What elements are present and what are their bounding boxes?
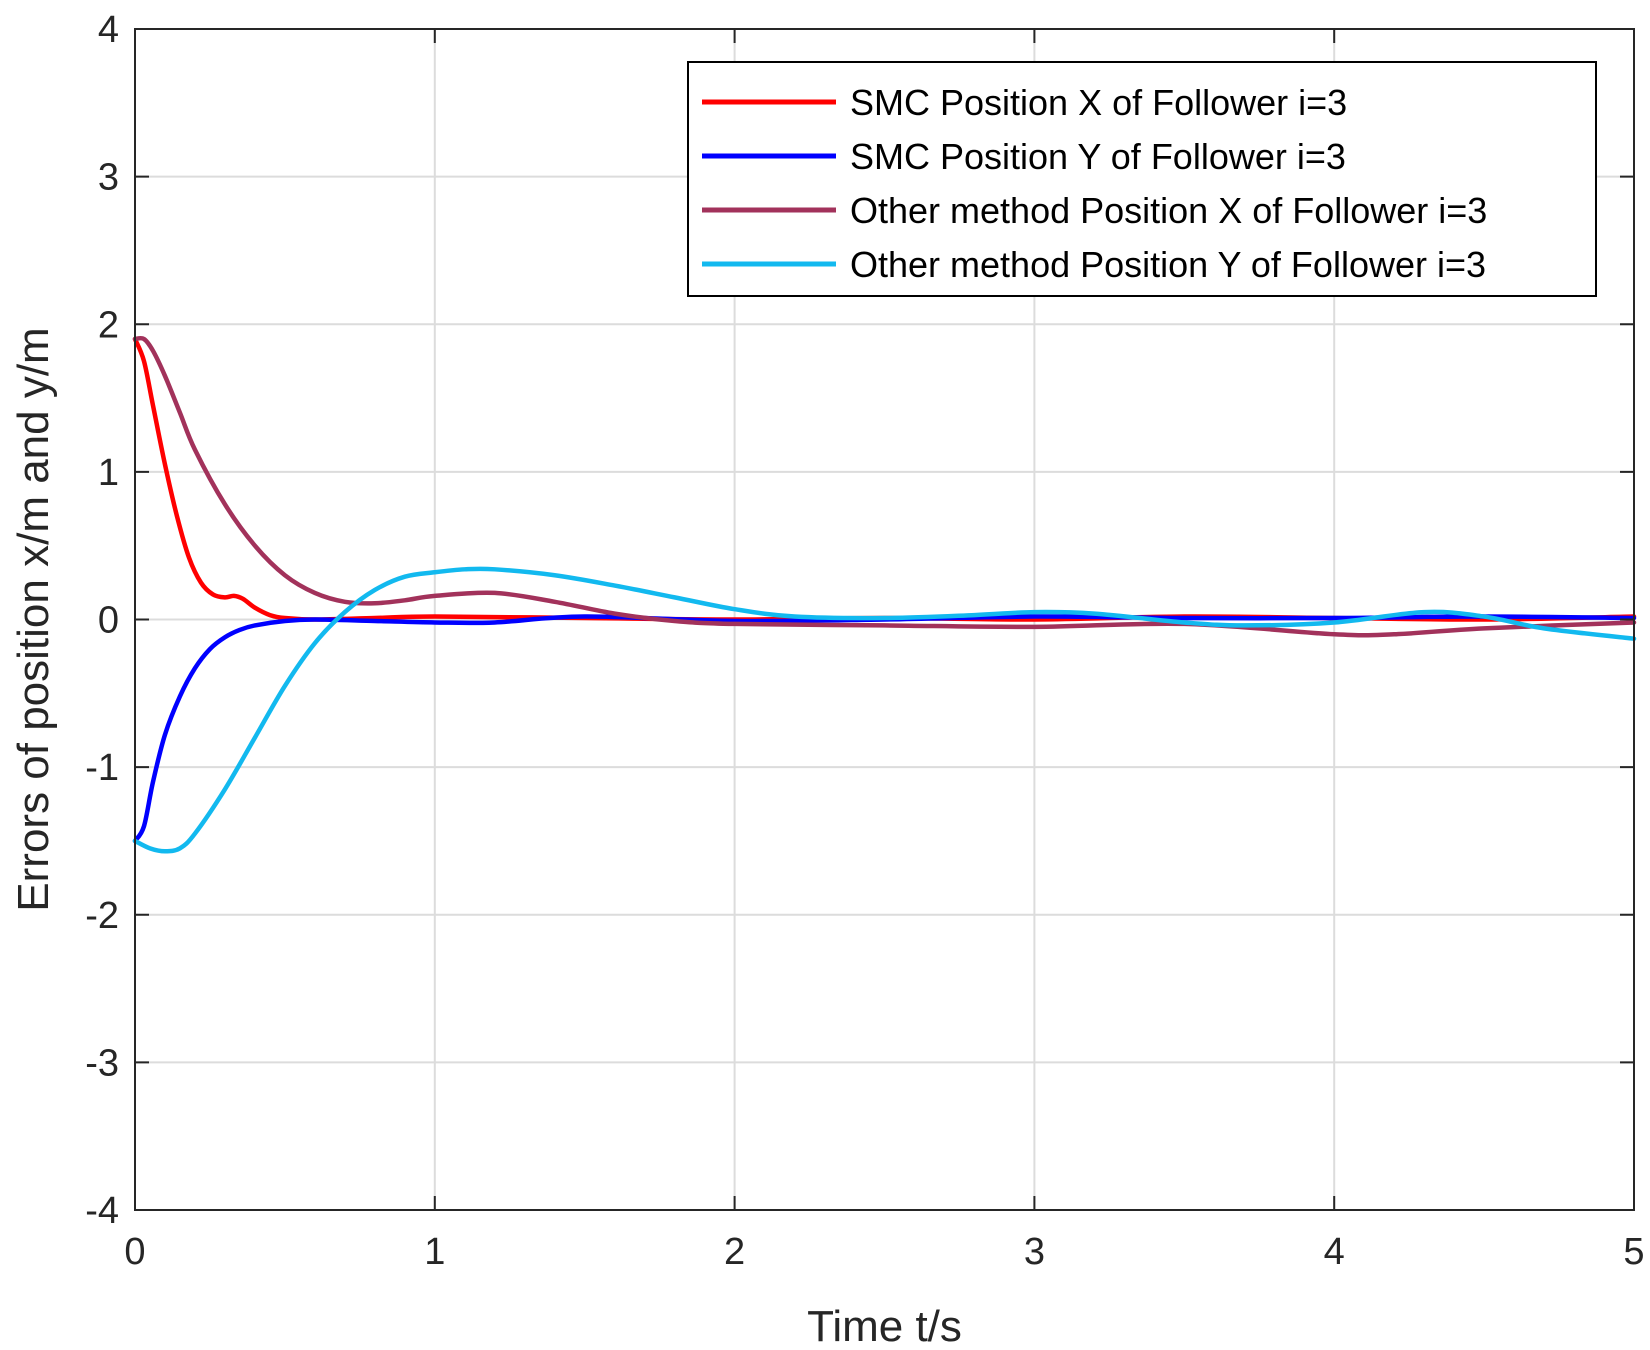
- data-series: [132, 335, 1637, 854]
- x-tick-label: 0: [124, 1231, 145, 1273]
- axis-ticks: 0 1 2 3 4 5 -4 -3 -2 -1 0 1 2 3 4: [85, 9, 1644, 1273]
- y-axis-title: Errors of position x/m and y/m: [9, 327, 58, 911]
- x-tick-label: 2: [724, 1231, 745, 1273]
- legend-box: [687, 61, 1597, 297]
- legend-label: Other method Position Y of Follower i=3: [850, 244, 1486, 285]
- y-tick-label: 3: [98, 157, 119, 199]
- series-line-2: [132, 614, 1637, 844]
- x-tick-label: 4: [1324, 1231, 1345, 1273]
- y-tick-label: 2: [98, 304, 119, 346]
- legend: SMC Position X of Follower i=3 SMC Positi…: [687, 61, 1597, 297]
- y-tick-label: -3: [85, 1042, 119, 1084]
- y-tick-label: -1: [85, 747, 119, 789]
- series-line-4: [132, 566, 1637, 854]
- y-tick-label: -2: [85, 895, 119, 937]
- x-tick-label: 3: [1024, 1231, 1045, 1273]
- x-tick-label: 1: [424, 1231, 445, 1273]
- legend-label: Other method Position X of Follower i=3: [850, 190, 1487, 231]
- legend-label: SMC Position Y of Follower i=3: [850, 136, 1346, 177]
- y-tick-label: 0: [98, 600, 119, 642]
- x-tick-label: 5: [1623, 1231, 1644, 1273]
- legend-label: SMC Position X of Follower i=3: [850, 82, 1347, 123]
- y-tick-label: -4: [85, 1190, 119, 1232]
- y-tick-label: 1: [98, 452, 119, 494]
- y-tick-label: 4: [98, 9, 119, 51]
- x-axis-title: Time t/s: [807, 1302, 962, 1350]
